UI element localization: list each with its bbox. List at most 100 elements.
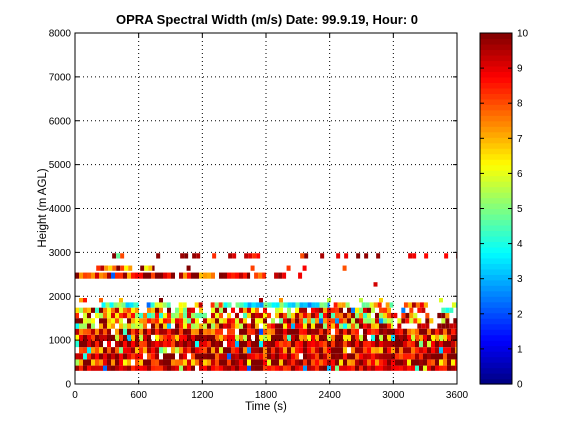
heatmap-cell bbox=[327, 318, 331, 324]
heatmap-cell bbox=[298, 272, 303, 279]
heatmap-cell bbox=[139, 312, 143, 319]
heatmap-cell bbox=[167, 323, 171, 329]
heatmap-cell bbox=[207, 272, 211, 279]
heatmap-cell bbox=[291, 365, 295, 371]
colorbar-segment bbox=[480, 224, 512, 232]
heatmap-cell bbox=[79, 365, 83, 371]
heatmap-cell bbox=[331, 307, 335, 313]
heatmap-cell bbox=[419, 353, 423, 360]
heatmap-cell bbox=[131, 365, 135, 371]
heatmap-cell bbox=[167, 341, 171, 348]
heatmap-cell bbox=[439, 353, 443, 360]
heatmap-cell bbox=[403, 347, 407, 354]
heatmap-cell bbox=[151, 312, 155, 319]
heatmap-cell bbox=[405, 318, 410, 324]
heatmap-cell bbox=[343, 353, 347, 360]
heatmap-cell bbox=[251, 365, 255, 371]
heatmap-cell bbox=[219, 307, 223, 313]
colorbar-segment bbox=[480, 93, 512, 100]
heatmap-cell bbox=[359, 307, 363, 313]
heatmap-cell bbox=[391, 347, 395, 354]
heatmap-cell bbox=[143, 347, 147, 354]
heatmap-cell bbox=[199, 307, 203, 313]
x-tick-label: 600 bbox=[130, 390, 147, 401]
heatmap-cell bbox=[252, 253, 257, 259]
heatmap-cell bbox=[303, 359, 307, 366]
heatmap-cell bbox=[279, 312, 283, 319]
heatmap-cell bbox=[147, 328, 151, 335]
heatmap-cell bbox=[315, 365, 319, 371]
heatmap-cell bbox=[199, 328, 203, 335]
heatmap-cell bbox=[371, 365, 375, 371]
heatmap-cell bbox=[147, 312, 151, 319]
colorbar-segment bbox=[480, 82, 512, 89]
heatmap-cell bbox=[187, 341, 191, 348]
heatmap-cell bbox=[343, 312, 347, 319]
heatmap-cell bbox=[379, 347, 383, 354]
heatmap-cell bbox=[271, 365, 275, 371]
heatmap-cell bbox=[75, 318, 79, 324]
colorbar-segment bbox=[480, 378, 512, 385]
heatmap-cell bbox=[255, 312, 259, 319]
heatmap-cell bbox=[447, 353, 451, 360]
heatmap-cell bbox=[275, 359, 279, 366]
heatmap-cell bbox=[311, 353, 315, 360]
heatmap-cell bbox=[203, 312, 207, 319]
heatmap-cell bbox=[167, 318, 171, 324]
heatmap-cell bbox=[111, 307, 115, 313]
heatmap-cell bbox=[187, 318, 191, 324]
heatmap-cell bbox=[119, 312, 123, 319]
heatmap-cell bbox=[191, 307, 195, 313]
heatmap-cell bbox=[207, 341, 211, 348]
heatmap-cell bbox=[391, 341, 395, 348]
heatmap-cell bbox=[279, 365, 283, 371]
colorbar-segment bbox=[480, 120, 512, 127]
heatmap-cell bbox=[96, 265, 101, 271]
heatmap-cell bbox=[215, 307, 219, 313]
heatmap-cell bbox=[215, 334, 219, 341]
heatmap-cell bbox=[336, 253, 341, 259]
heatmap-cell bbox=[199, 312, 203, 319]
heatmap-cell bbox=[319, 318, 323, 324]
heatmap-cell bbox=[383, 365, 387, 371]
heatmap-cell bbox=[359, 334, 363, 341]
colorbar-segment bbox=[480, 296, 512, 303]
heatmap-cell bbox=[303, 347, 307, 354]
heatmap-cell bbox=[119, 318, 123, 324]
heatmap-cell bbox=[111, 312, 115, 319]
heatmap-cell bbox=[435, 365, 439, 371]
heatmap-cell bbox=[139, 353, 143, 360]
heatmap-cell bbox=[413, 318, 418, 324]
heatmap-cell bbox=[399, 347, 403, 354]
heatmap-cell bbox=[359, 318, 363, 324]
heatmap-cell bbox=[135, 341, 139, 348]
heatmap-cell bbox=[399, 328, 403, 335]
colorbar-segment bbox=[480, 192, 512, 199]
heatmap-cell bbox=[287, 359, 291, 366]
heatmap-cell bbox=[271, 347, 275, 354]
heatmap-cell bbox=[95, 341, 99, 348]
heatmap-cell bbox=[87, 328, 91, 335]
heatmap-cell bbox=[439, 298, 443, 303]
heatmap-cell bbox=[295, 318, 299, 324]
heatmap-cell bbox=[255, 353, 259, 360]
heatmap-cell bbox=[319, 359, 323, 366]
heatmap-cell bbox=[259, 334, 263, 341]
heatmap-cell bbox=[131, 323, 135, 329]
heatmap-cell bbox=[299, 328, 303, 335]
heatmap-cell bbox=[369, 302, 374, 308]
heatmap-cell bbox=[163, 318, 167, 324]
heatmap-cell bbox=[343, 341, 347, 348]
colorbar-tick-label: 8 bbox=[517, 99, 523, 110]
heatmap-cell bbox=[323, 359, 327, 366]
heatmap-cell bbox=[147, 334, 151, 341]
heatmap-cell bbox=[83, 307, 87, 313]
heatmap-cell bbox=[191, 359, 195, 366]
heatmap-cell bbox=[139, 341, 143, 348]
heatmap-cell bbox=[331, 365, 335, 371]
heatmap-cell bbox=[395, 334, 399, 341]
heatmap-cell bbox=[455, 334, 457, 341]
heatmap-cell bbox=[347, 359, 351, 366]
heatmap-cell bbox=[87, 359, 91, 366]
heatmap-cell bbox=[335, 307, 339, 313]
